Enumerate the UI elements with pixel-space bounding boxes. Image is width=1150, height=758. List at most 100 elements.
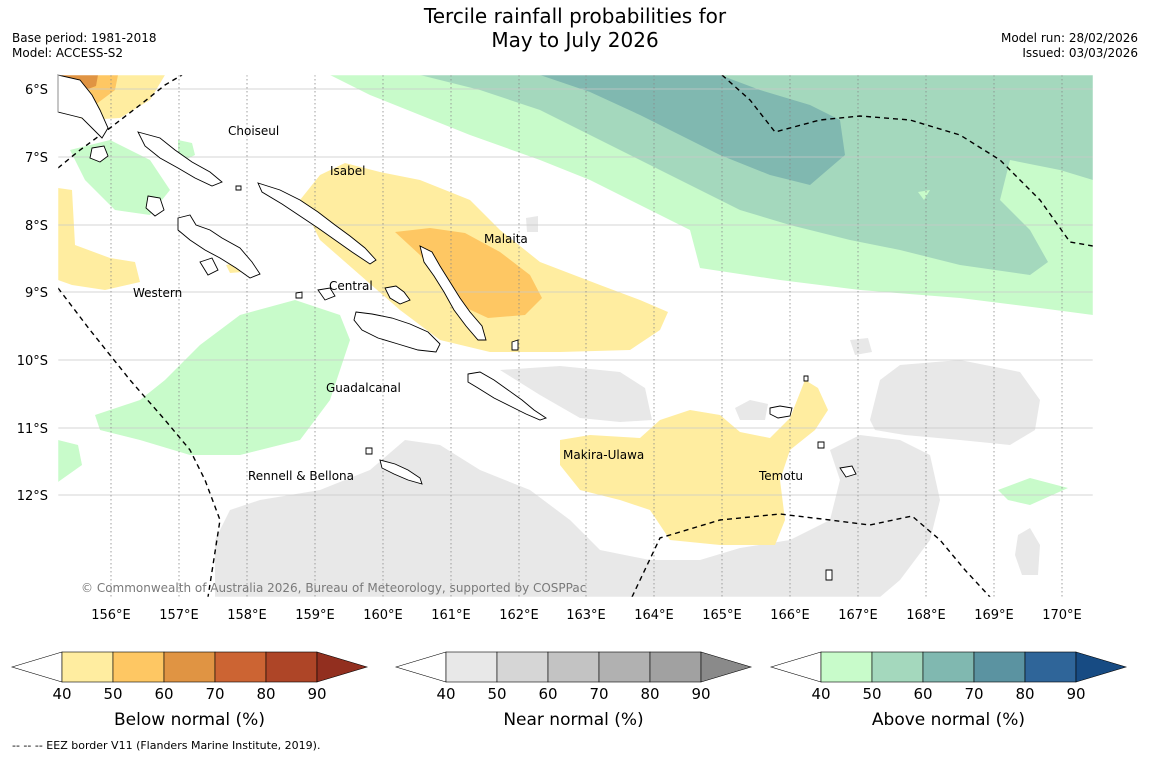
colorbar-segment bbox=[547, 651, 600, 683]
colorbar-segment-high bbox=[1075, 651, 1128, 683]
eez-borders bbox=[58, 75, 1093, 597]
lon-label: 167°E bbox=[838, 608, 878, 623]
lon-label: 166°E bbox=[770, 608, 810, 623]
lon-label: 164°E bbox=[634, 608, 674, 623]
colorbar-segment bbox=[649, 651, 702, 683]
colorbar-segment bbox=[973, 651, 1026, 683]
rendova-island bbox=[199, 257, 219, 276]
malaita-island bbox=[419, 245, 487, 341]
colorbar-title: Above normal (%) bbox=[872, 710, 1025, 730]
issued-date: Issued: 03/03/2026 bbox=[1022, 46, 1138, 60]
colorbar-tick-label: 60 bbox=[154, 685, 173, 703]
eez-border-northwest bbox=[58, 75, 183, 169]
province-label-temotu: Temotu bbox=[758, 469, 803, 483]
colorbar-tick-label: 80 bbox=[256, 685, 275, 703]
shortland-islands bbox=[89, 145, 109, 163]
utupua-island bbox=[817, 441, 825, 449]
near-normal-speck-3 bbox=[850, 338, 872, 355]
colorbar-segment-low bbox=[10, 651, 63, 683]
savo-island bbox=[295, 291, 303, 299]
lon-label: 165°E bbox=[702, 608, 742, 623]
lat-label: 9°S bbox=[25, 286, 48, 301]
province-label-malaita: Malaita bbox=[484, 232, 528, 246]
lon-axis-labels: 156°E 157°E 158°E 159°E 160°E 161°E 162°… bbox=[91, 608, 1082, 623]
lon-gridlines bbox=[110, 75, 1063, 597]
above-normal-60-zone bbox=[540, 75, 845, 185]
map-title: Tercile rainfall probabilities for May t… bbox=[0, 4, 1150, 52]
base-period: Base period: 1981-2018 bbox=[12, 31, 157, 45]
run-info: Model run: 28/02/2026 Issued: 03/03/2026 bbox=[1001, 31, 1138, 61]
lon-label: 161°E bbox=[431, 608, 471, 623]
province-label-isabel: Isabel bbox=[330, 164, 365, 178]
vella-lavella-island bbox=[145, 195, 165, 217]
model-name: Model: ACCESS-S2 bbox=[12, 46, 124, 60]
lat-label: 6°S bbox=[25, 83, 48, 98]
duff-islands bbox=[803, 375, 809, 382]
colorbar-tick-label: 60 bbox=[538, 685, 557, 703]
above-normal-zone-sw bbox=[58, 440, 82, 482]
colorbar-tick-label: 60 bbox=[913, 685, 932, 703]
vanikoro-island bbox=[839, 465, 857, 478]
colorbar-segment bbox=[265, 651, 318, 683]
province-label-central: Central bbox=[329, 279, 373, 293]
tikopia-island bbox=[825, 569, 833, 581]
lat-label: 12°S bbox=[17, 489, 48, 504]
lat-label: 11°S bbox=[17, 422, 48, 437]
colorbar-tick-label: 50 bbox=[487, 685, 506, 703]
lat-label: 7°S bbox=[25, 151, 48, 166]
lat-label: 8°S bbox=[25, 219, 48, 234]
lat-axis-labels: 6°S 7°S 8°S 9°S 10°S 11°S 12°S bbox=[17, 83, 48, 504]
near-normal-speck-2 bbox=[1015, 528, 1040, 575]
florida-islands bbox=[317, 287, 336, 301]
islands bbox=[57, 74, 857, 581]
colorbar-tick-label: 40 bbox=[436, 685, 455, 703]
guadalcanal-island bbox=[353, 311, 441, 353]
rainfall-map: 6°S 7°S 8°S 9°S 10°S 11°S 12°S 156°E 157… bbox=[17, 74, 1094, 623]
lon-label: 157°E bbox=[159, 608, 199, 623]
colorbar-segment-high bbox=[316, 651, 369, 683]
eez-border-south bbox=[631, 513, 991, 597]
lon-label: 168°E bbox=[906, 608, 946, 623]
lon-label: 158°E bbox=[227, 608, 267, 623]
ontong-java-islet bbox=[235, 185, 242, 191]
colorbar-below-normal: 40 50 60 70 80 90 Below normal (%) bbox=[10, 651, 369, 730]
colorbar-tick-label: 50 bbox=[103, 685, 122, 703]
lon-label: 169°E bbox=[974, 608, 1014, 623]
lon-label: 162°E bbox=[499, 608, 539, 623]
province-label-choiseul: Choiseul bbox=[228, 124, 279, 138]
colorbar-segment-high bbox=[700, 651, 753, 683]
map-frame bbox=[57, 74, 1094, 598]
colorbar-tick-label: 80 bbox=[1015, 685, 1034, 703]
colorbar-above-normal: 40 50 60 70 80 90 Above normal (%) bbox=[769, 651, 1128, 730]
choiseul-island bbox=[137, 131, 223, 187]
colorbar-segment bbox=[445, 651, 498, 683]
colorbar-segment bbox=[922, 651, 975, 683]
title-line-1: Tercile rainfall probabilities for bbox=[423, 4, 727, 28]
russell-islands bbox=[384, 285, 411, 305]
below-normal-zone-makira bbox=[560, 380, 828, 545]
province-labels: Choiseul Isabel Malaita Western Central … bbox=[133, 124, 803, 483]
province-label-western: Western bbox=[133, 286, 182, 300]
colorbar-tick-label: 70 bbox=[964, 685, 983, 703]
new-georgia-island bbox=[177, 214, 261, 279]
colorbar-tick-label: 90 bbox=[691, 685, 710, 703]
above-normal-speck-2 bbox=[918, 190, 930, 200]
near-normal-speck-4 bbox=[526, 216, 538, 232]
eez-footnote: -- -- -- EEZ border V11 (Flanders Marine… bbox=[12, 739, 321, 752]
province-label-makira-ulawa: Makira-Ulawa bbox=[563, 448, 644, 462]
bellona-island bbox=[365, 447, 373, 455]
colorbar-tick-label: 40 bbox=[811, 685, 830, 703]
santa-cruz-island bbox=[769, 405, 793, 419]
colorbar-segment bbox=[163, 651, 216, 683]
model-info: Base period: 1981-2018 Model: ACCESS-S2 bbox=[12, 31, 157, 61]
eez-border-west bbox=[58, 287, 221, 597]
below-normal-zone-west bbox=[58, 188, 140, 290]
lat-label: 10°S bbox=[17, 354, 48, 369]
title-line-2: May to July 2026 bbox=[491, 28, 659, 52]
lon-label: 156°E bbox=[91, 608, 131, 623]
colorbar-tick-label: 70 bbox=[589, 685, 608, 703]
bougainville-island bbox=[57, 74, 109, 139]
province-label-rennell-bellona: Rennell & Bellona bbox=[248, 469, 354, 483]
colorbar-segment bbox=[1024, 651, 1077, 683]
colorbar-segment bbox=[871, 651, 924, 683]
